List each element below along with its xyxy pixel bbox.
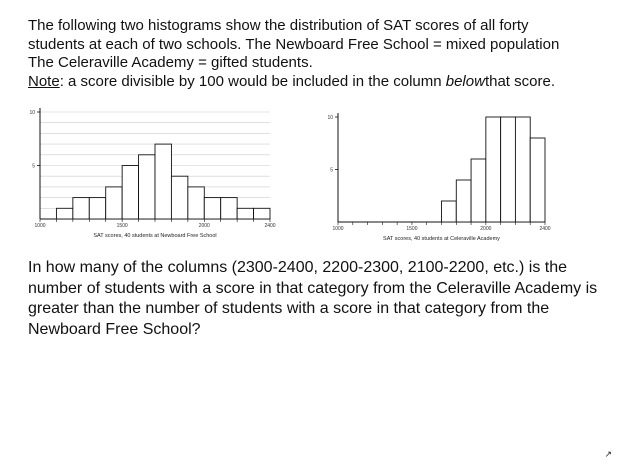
celeraville-x-tick-label: 2000 <box>480 226 491 232</box>
celeraville-bar-2200-2300 <box>514 116 531 223</box>
note-text: : a score divisible by 100 would be incl… <box>59 72 446 90</box>
celeraville-x-tick-label: 1500 <box>406 226 417 232</box>
newboard-x-tick-label: 1000 <box>34 223 45 229</box>
celeraville-x-tick-label: 1000 <box>332 226 343 232</box>
celeraville-bar-1700-1800 <box>441 200 457 223</box>
celeraville-bar-1900-2000 <box>470 158 487 223</box>
newboard-bar-2300-2400 <box>253 207 271 220</box>
newboard-y-tick-label: 5 <box>32 164 35 170</box>
newboard-x-tick-label: 2400 <box>264 223 275 229</box>
note-italic: below <box>445 72 485 90</box>
cursor-corner-icon: ↗ <box>604 449 612 459</box>
celeraville-bar-2100-2200 <box>500 116 516 223</box>
intro-line-2: students at each of two schools. The New… <box>28 35 560 53</box>
celeraville-bar-2300-2400 <box>529 137 546 223</box>
intro-note-line: Note: a score divisible by 100 would be … <box>28 73 608 92</box>
celeraville-x-axis-label: SAT scores, 40 students at Celeraville A… <box>383 236 500 242</box>
celeraville-y-tick-label: 5 <box>330 168 333 174</box>
newboard-x-axis-label: SAT scores, 40 students at Newboard Free… <box>93 233 216 239</box>
newboard-x-tick-label: 1500 <box>117 223 128 229</box>
intro-line-3: The Celeraville Academy = gifted student… <box>28 54 313 71</box>
celeraville-bar-1800-1900 <box>455 179 472 223</box>
intro-line-1: The following two histograms show the di… <box>28 17 529 34</box>
question-text: In how many of the columns (2300-2400, 2… <box>28 259 598 338</box>
celeraville-x-tick-label: 2400 <box>539 226 550 232</box>
celeraville-y-tick-label: 10 <box>327 115 333 121</box>
note-end: that score. <box>484 72 555 90</box>
intro-text: The following two histograms show the di… <box>28 17 608 91</box>
celeraville-bar-2000-2100 <box>485 116 502 223</box>
note-label: Note <box>28 72 60 90</box>
newboard-y-tick-label: 10 <box>29 110 35 116</box>
newboard-x-tick-label: 2000 <box>199 223 210 229</box>
